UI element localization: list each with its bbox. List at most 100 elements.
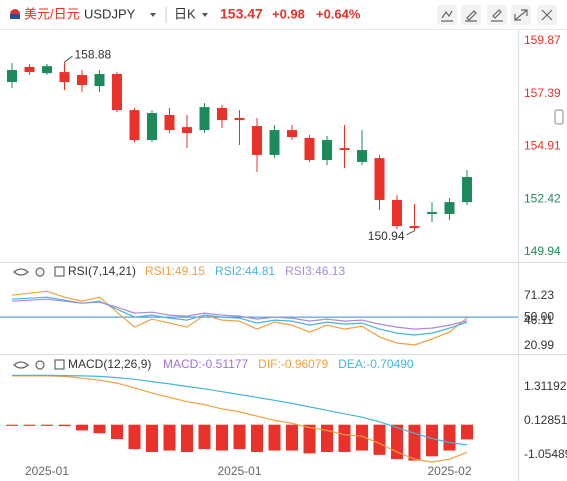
macd-bar	[216, 424, 228, 451]
candle-body	[409, 226, 420, 229]
checkbox-icon[interactable]	[54, 266, 65, 277]
candle-body	[217, 107, 227, 121]
y-tick-label: 149.94	[524, 244, 561, 258]
checkbox-icon[interactable]	[54, 359, 65, 370]
tool-button[interactable]	[437, 5, 457, 25]
eye-icon[interactable]	[13, 268, 29, 276]
macd-bar	[76, 424, 88, 431]
period[interactable]: 日K	[174, 6, 196, 21]
macd-bar	[198, 424, 211, 450]
legend-label: DEA:-0.70490	[338, 357, 414, 371]
macd-bar	[58, 424, 71, 427]
macd-bar	[6, 424, 18, 426]
tool-button[interactable]	[487, 5, 507, 25]
y-tick-label: -1.05489	[524, 447, 567, 461]
candle-body	[112, 73, 122, 111]
y-tick-label: 159.87	[524, 33, 561, 47]
candle-body	[374, 158, 385, 200]
candle-body	[339, 148, 350, 151]
candle-body	[392, 199, 402, 227]
macd-bar	[181, 424, 193, 452]
macd-bar	[23, 424, 36, 426]
candle-body	[427, 212, 437, 214]
macd-bar	[461, 424, 473, 440]
candle-body	[462, 177, 472, 203]
x-tick-label: 2025-02	[427, 464, 471, 478]
gear-icon[interactable]	[35, 360, 45, 370]
toolbar	[437, 5, 557, 25]
macd-bar	[443, 424, 456, 451]
legend-label: RSI1:49.15	[145, 264, 205, 278]
x-tick-label: 2025-01	[217, 464, 261, 478]
y-tick-label: 71.23	[524, 288, 554, 302]
tool-icon	[541, 9, 553, 21]
price-change: +0.98	[272, 6, 305, 21]
symbol[interactable]: USDJPY	[84, 6, 136, 21]
macd-bar	[41, 424, 53, 426]
macd-bar	[128, 424, 141, 450]
macd-bar	[163, 424, 176, 451]
legend-label: MACD:-0.51177	[163, 357, 248, 371]
macd-title: MACD(12,26,9)	[68, 357, 151, 371]
symbol-name[interactable]: 美元/日元	[24, 6, 80, 21]
legend-label: DIF:-0.96079	[258, 357, 328, 371]
candle-body	[322, 140, 332, 161]
y-tick-label: 152.42	[524, 191, 561, 205]
macd-bar	[303, 424, 316, 454]
dropdown-caret[interactable]	[202, 13, 208, 17]
high-annotation: 158.88	[75, 47, 112, 61]
candle-body	[357, 150, 367, 162]
macd-bar	[251, 424, 263, 452]
tool-button[interactable]	[461, 5, 481, 25]
candle-body	[182, 127, 192, 134]
rsi-line	[11, 298, 468, 330]
high-leader	[64, 55, 73, 63]
macd-controls	[13, 359, 65, 370]
candle-body	[24, 66, 35, 73]
macd-line	[12, 374, 468, 446]
macd-bar	[146, 424, 158, 452]
macd-bar	[408, 424, 421, 461]
gear-icon[interactable]	[35, 267, 45, 277]
macd-bar	[286, 424, 298, 451]
eye-icon[interactable]	[13, 361, 29, 369]
y-tick-label: 157.39	[524, 86, 561, 100]
y-tick-label: 1.31192	[524, 379, 567, 393]
candle-body	[147, 113, 157, 141]
low-leader	[406, 230, 415, 236]
y-tick-label: 20.99	[524, 338, 554, 352]
rsi-controls	[13, 266, 65, 277]
macd-line	[12, 375, 468, 463]
candle-body	[252, 126, 262, 155]
candle-body	[59, 72, 70, 83]
flag-icon-part	[10, 14, 20, 19]
macd-bar	[356, 424, 368, 451]
candle-body	[77, 75, 87, 86]
candle-body	[199, 107, 210, 131]
tool-icon	[514, 9, 528, 21]
tool-icon	[465, 10, 477, 22]
legend-label: RSI3:46.13	[285, 264, 345, 278]
candle-body	[444, 202, 455, 214]
price-change-pct: +0.64%	[316, 6, 361, 21]
macd-bar	[93, 424, 106, 434]
x-tick-label: 2025-01	[25, 464, 69, 478]
macd-bar	[426, 424, 438, 457]
candle-body	[269, 130, 280, 155]
macd-bar	[373, 424, 386, 455]
legend-label: RSI2:44.81	[215, 264, 275, 278]
macd-bar	[233, 424, 246, 450]
macd-bar	[268, 424, 281, 451]
y-tick-label: 46.11	[524, 313, 553, 327]
side-handle[interactable]	[554, 109, 564, 125]
y-tick-label: 0.12851	[524, 413, 567, 427]
tool-icon	[491, 9, 503, 22]
rsi-line	[11, 290, 468, 346]
dropdown-caret[interactable]	[150, 13, 156, 17]
candle-body	[287, 130, 297, 138]
low-annotation: 150.94	[368, 229, 405, 243]
macd-bar	[111, 424, 123, 440]
candle-body	[164, 114, 175, 131]
